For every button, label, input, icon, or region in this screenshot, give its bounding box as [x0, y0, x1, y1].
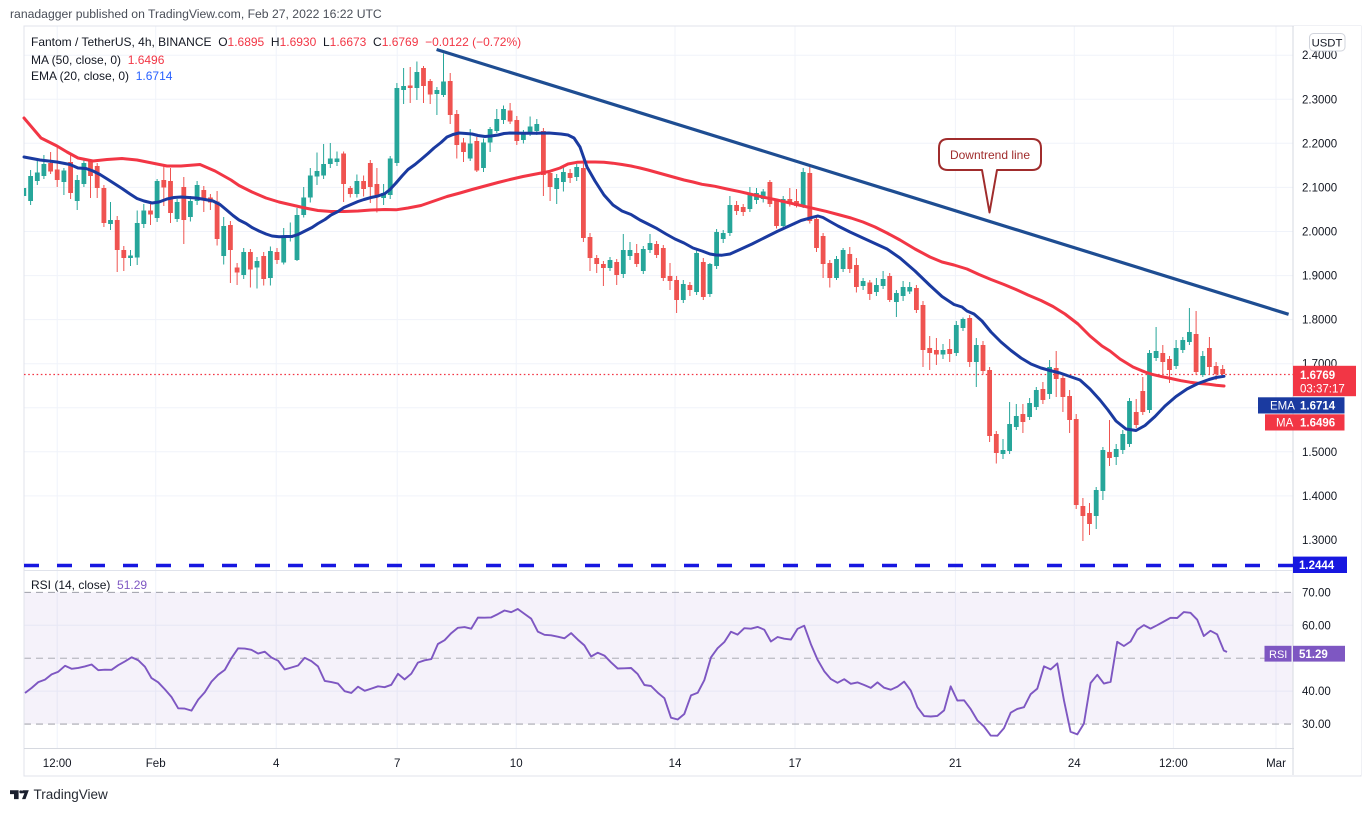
svg-text:1.6496: 1.6496: [1300, 418, 1335, 430]
svg-text:1.4000: 1.4000: [1302, 491, 1337, 503]
svg-text:70.00: 70.00: [1302, 587, 1331, 599]
svg-text:1.5000: 1.5000: [1302, 447, 1337, 459]
svg-text:Fantom / TetherUS, 4h, BINANCE: Fantom / TetherUS, 4h, BINANCE O1.6895 H…: [31, 35, 521, 49]
svg-text:TradingView: TradingView: [34, 787, 109, 802]
svg-text:30.00: 30.00: [1302, 719, 1331, 731]
svg-text:1.2444: 1.2444: [1299, 560, 1335, 572]
svg-text:RSI (14, close) 51.29: RSI (14, close) 51.29: [31, 578, 147, 592]
svg-text:1.8000: 1.8000: [1302, 315, 1337, 327]
svg-text:24: 24: [1068, 758, 1081, 770]
svg-text:EMA: EMA: [1270, 401, 1295, 413]
svg-text:2.1000: 2.1000: [1302, 182, 1337, 194]
svg-text:1.3000: 1.3000: [1302, 535, 1337, 547]
svg-text:12:00: 12:00: [1159, 758, 1188, 770]
svg-text:51.29: 51.29: [1299, 649, 1328, 661]
svg-text:2.0000: 2.0000: [1302, 227, 1337, 239]
svg-text:60.00: 60.00: [1302, 620, 1331, 632]
svg-text:1.9000: 1.9000: [1302, 271, 1337, 283]
svg-text:2.4000: 2.4000: [1302, 50, 1337, 62]
svg-text:Feb: Feb: [146, 758, 166, 770]
svg-text:MA (50, close, 0) 1.6496: MA (50, close, 0) 1.6496: [31, 53, 165, 67]
svg-text:MA: MA: [1276, 418, 1294, 430]
svg-text:14: 14: [669, 758, 682, 770]
svg-text:21: 21: [949, 758, 962, 770]
svg-text:2.2000: 2.2000: [1302, 138, 1337, 150]
svg-text:Downtrend line: Downtrend line: [950, 148, 1030, 162]
svg-text:4: 4: [273, 758, 280, 770]
svg-text:12:00: 12:00: [43, 758, 72, 770]
svg-text:2.3000: 2.3000: [1302, 94, 1337, 106]
svg-text:03:37:17: 03:37:17: [1300, 384, 1345, 396]
svg-text:1.6769: 1.6769: [1300, 370, 1335, 382]
svg-text:10: 10: [510, 758, 523, 770]
svg-text:Mar: Mar: [1266, 758, 1286, 770]
svg-text:7: 7: [394, 758, 400, 770]
svg-text:1.6714: 1.6714: [1300, 401, 1336, 413]
svg-text:USDT: USDT: [1312, 37, 1343, 49]
svg-text:EMA (20, close, 0) 1.6714: EMA (20, close, 0) 1.6714: [31, 69, 173, 83]
svg-text:17: 17: [789, 758, 802, 770]
svg-text:40.00: 40.00: [1302, 686, 1331, 698]
svg-text:RSI: RSI: [1269, 649, 1287, 661]
svg-text:ranadagger published on Tradin: ranadagger published on TradingView.com,…: [10, 7, 382, 21]
